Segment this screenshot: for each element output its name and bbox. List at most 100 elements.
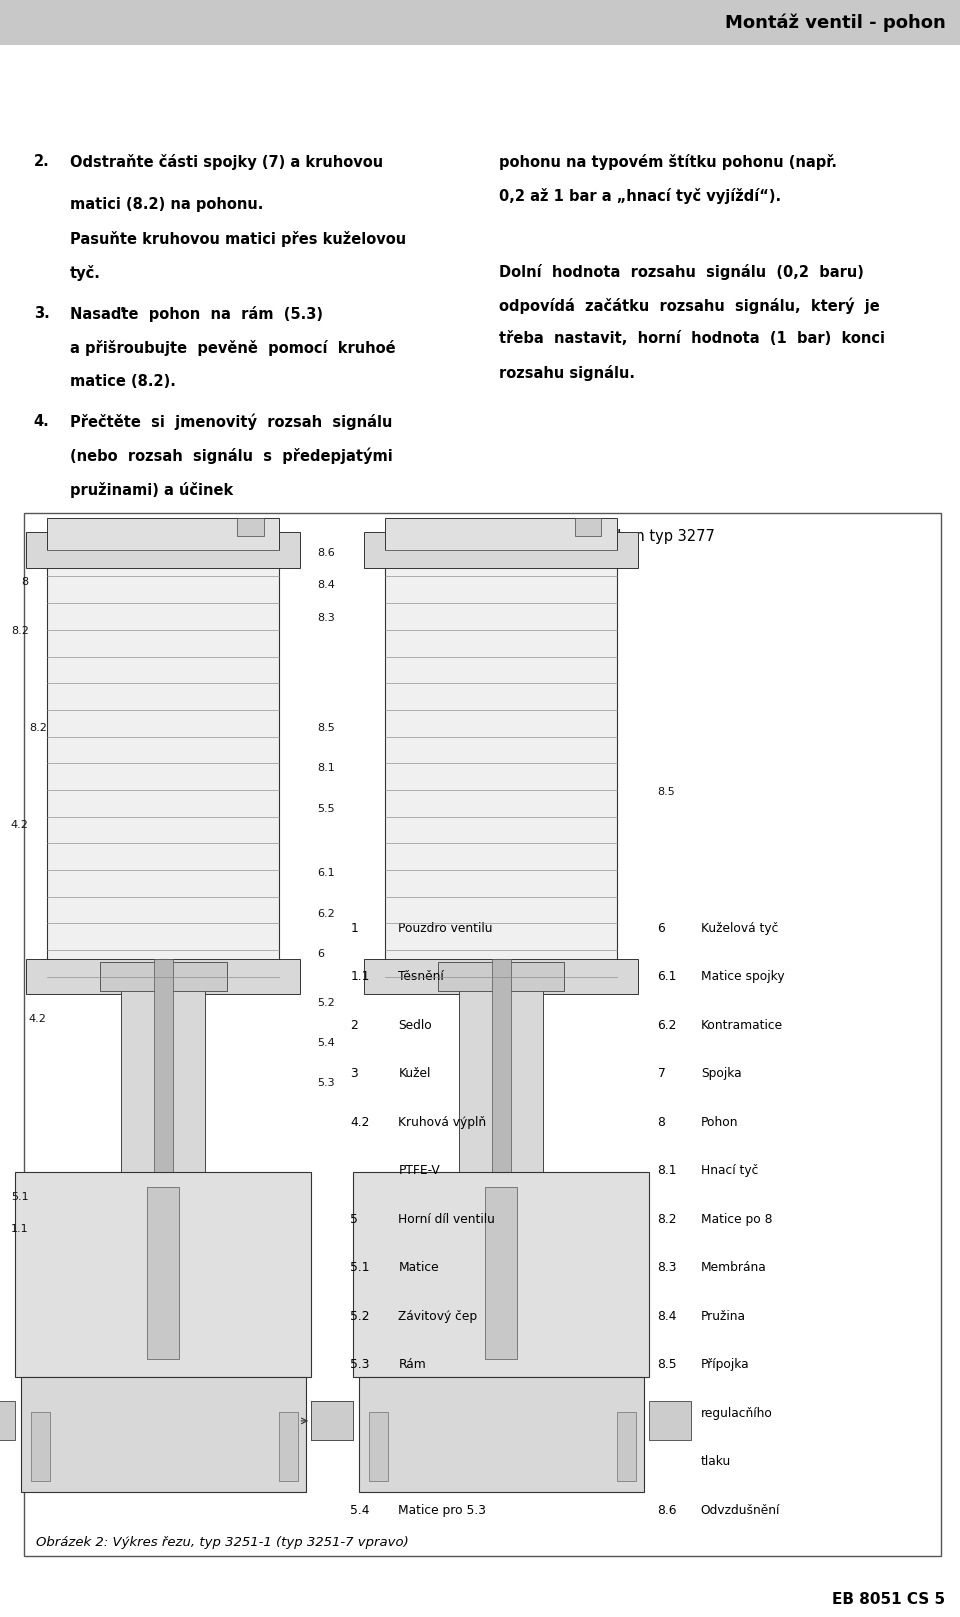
Text: 8.1: 8.1 (658, 1164, 677, 1177)
Text: Matice: Matice (398, 1261, 439, 1274)
Text: 3: 3 (350, 1067, 358, 1080)
Text: 8: 8 (22, 577, 29, 587)
Bar (364, 959, 638, 994)
Bar (147, 1187, 179, 1358)
Text: rozsahu signálu.: rozsahu signálu. (499, 365, 636, 382)
Text: Hnací tyč: Hnací tyč (701, 1164, 758, 1177)
Text: Sedlo: Sedlo (398, 1019, 432, 1032)
Bar (364, 532, 638, 568)
Text: pohonu na typovém štítku pohonu (např.: pohonu na typovém štítku pohonu (např. (499, 154, 837, 170)
Text: tyč.: tyč. (70, 265, 101, 281)
Text: 1.1: 1.1 (12, 1224, 29, 1234)
Text: 3.: 3. (34, 306, 49, 320)
Text: 8.3: 8.3 (658, 1261, 677, 1274)
Text: 8.5: 8.5 (658, 787, 675, 797)
Text: 5.1: 5.1 (350, 1261, 370, 1274)
Text: Odvzdušnění: Odvzdušnění (701, 1504, 780, 1517)
Text: regulacňího: regulacňího (701, 1407, 773, 1420)
Text: 8.5: 8.5 (658, 1358, 677, 1371)
Text: 8.4: 8.4 (658, 1310, 677, 1323)
Bar (47, 550, 279, 977)
Text: Závitový čep: Závitový čep (398, 1310, 477, 1323)
Text: 6.2: 6.2 (658, 1019, 677, 1032)
Text: Matice pro 5.3: Matice pro 5.3 (398, 1504, 487, 1517)
Text: 1.1: 1.1 (350, 970, 370, 983)
Text: 4.2: 4.2 (350, 1116, 370, 1129)
Text: 8.1: 8.1 (317, 763, 334, 773)
Text: Kužel: Kužel (398, 1067, 431, 1080)
Text: Odstraňte části spojky (7) a kruhovou: Odstraňte části spojky (7) a kruhovou (70, 154, 383, 170)
Text: Kuželová tyč: Kuželová tyč (701, 922, 779, 935)
Text: 8.5: 8.5 (317, 723, 334, 733)
Text: 5.3: 5.3 (317, 1079, 334, 1088)
Text: Pružina: Pružina (701, 1310, 746, 1323)
Text: třeba  nastavit,  horní  hodnota  (1  bar)  konci: třeba nastavit, horní hodnota (1 bar) ko… (499, 331, 885, 346)
Text: Kruhová výplň: Kruhová výplň (398, 1116, 487, 1129)
Text: 8.3: 8.3 (317, 613, 334, 623)
Text: 6: 6 (658, 922, 665, 935)
Text: 1: 1 (350, 922, 358, 935)
Text: Matice po 8: Matice po 8 (701, 1213, 772, 1226)
Bar (0, 1402, 15, 1441)
Text: odpovídá  začátku  rozsahu  signálu,  který  je: odpovídá začátku rozsahu signálu, který … (499, 298, 880, 314)
Bar (237, 517, 263, 535)
Text: 6.1: 6.1 (658, 970, 677, 983)
Text: Pohon typ 3271: Pohon typ 3271 (110, 529, 226, 543)
Bar (24, 513, 941, 1556)
Bar (353, 1172, 649, 1376)
Text: 5.4: 5.4 (317, 1038, 334, 1048)
Bar (444, 1185, 559, 1210)
Bar (385, 550, 617, 977)
Text: Přípojka: Přípojka (701, 1358, 750, 1371)
Bar (105, 1185, 221, 1210)
Bar (121, 977, 205, 1200)
Text: Matice spojky: Matice spojky (701, 970, 784, 983)
Bar (279, 1412, 299, 1481)
Text: Spojka: Spojka (701, 1067, 741, 1080)
Bar (311, 1402, 353, 1441)
Bar (31, 1412, 50, 1481)
Bar (385, 517, 617, 550)
Bar (369, 1412, 388, 1481)
Text: tlaku: tlaku (701, 1455, 732, 1468)
Text: 8.6: 8.6 (317, 548, 334, 558)
Text: Rám: Rám (398, 1358, 426, 1371)
Text: matici (8.2) na pohonu.: matici (8.2) na pohonu. (70, 197, 263, 212)
Text: EB 8051 CS 5: EB 8051 CS 5 (832, 1593, 946, 1607)
Text: 5.4: 5.4 (350, 1504, 370, 1517)
Text: 2.: 2. (34, 154, 49, 168)
Text: Pouzdro ventilu: Pouzdro ventilu (398, 922, 492, 935)
Text: 2: 2 (350, 1019, 358, 1032)
Text: Těsnění: Těsnění (398, 970, 444, 983)
Text: Pohon: Pohon (701, 1116, 738, 1129)
Text: 4.2: 4.2 (29, 1014, 47, 1024)
Bar (311, 1402, 353, 1441)
Bar (575, 517, 601, 535)
Bar (26, 532, 300, 568)
Text: 8.2: 8.2 (658, 1213, 677, 1226)
Bar (47, 517, 279, 550)
Bar (15, 1172, 311, 1376)
Text: 7: 7 (658, 1067, 665, 1080)
Text: Nasaďte  pohon  na  rám  (5.3): Nasaďte pohon na rám (5.3) (70, 306, 324, 322)
Text: Kontramatice: Kontramatice (701, 1019, 783, 1032)
Text: Pohon typ 3277: Pohon typ 3277 (600, 529, 715, 543)
Text: Pasuňte kruhovou matici přes kuželovou: Pasuňte kruhovou matici přes kuželovou (70, 231, 406, 247)
Text: Horní díl ventilu: Horní díl ventilu (398, 1213, 495, 1226)
Text: 8.2: 8.2 (29, 723, 47, 733)
Bar (359, 1376, 644, 1492)
Bar (154, 959, 173, 1200)
Text: 8.4: 8.4 (317, 581, 335, 590)
Bar (649, 1402, 691, 1441)
Text: Montáž ventil - pohon: Montáž ventil - pohon (725, 13, 946, 32)
Text: 8.6: 8.6 (658, 1504, 677, 1517)
Text: 4.2: 4.2 (11, 820, 29, 830)
Text: Přečtěte  si  jmenovitý  rozsah  signálu: Přečtěte si jmenovitý rozsah signálu (70, 414, 393, 430)
Bar (26, 959, 300, 994)
Text: Dolní  hodnota  rozsahu  signálu  (0,2  baru): Dolní hodnota rozsahu signálu (0,2 baru) (499, 264, 864, 280)
Text: Obrázek 2: Výkres řezu, typ 3251-1 (typ 3251-7 vpravo): Obrázek 2: Výkres řezu, typ 3251-1 (typ … (36, 1536, 409, 1549)
Text: PTFE-V: PTFE-V (398, 1164, 440, 1177)
Text: 5.1: 5.1 (12, 1192, 29, 1201)
Text: Membrána: Membrána (701, 1261, 766, 1274)
Text: 6: 6 (317, 949, 324, 959)
